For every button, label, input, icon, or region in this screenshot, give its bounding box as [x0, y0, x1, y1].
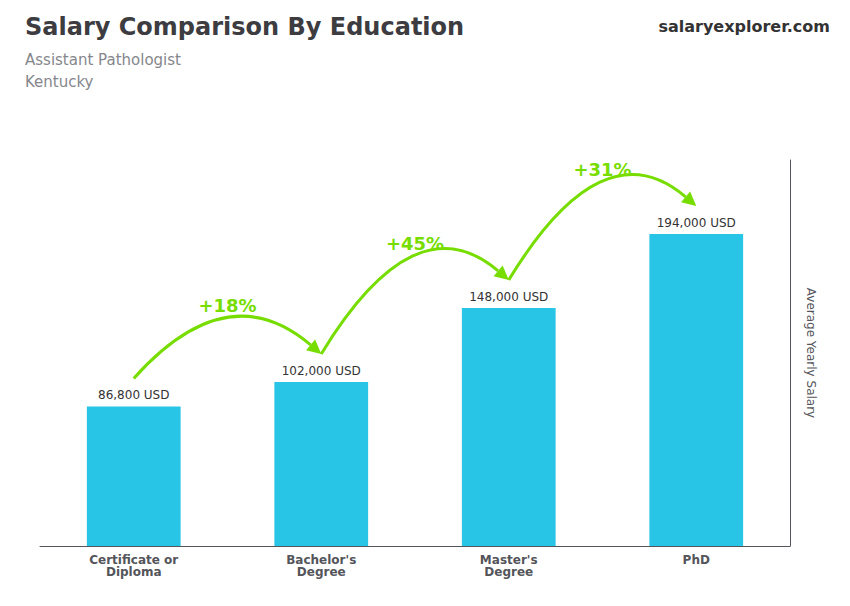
svg-text:Kentucky: Kentucky: [25, 73, 94, 91]
svg-text:Certificate or: Certificate or: [89, 553, 179, 567]
svg-text:Average Yearly Salary: Average Yearly Salary: [804, 288, 818, 418]
svg-text:salaryexplorer.com: salaryexplorer.com: [658, 17, 830, 36]
svg-text:+18%: +18%: [198, 295, 256, 316]
svg-text:PhD: PhD: [683, 553, 710, 567]
svg-text:Degree: Degree: [297, 565, 346, 579]
svg-text:194,000 USD: 194,000 USD: [657, 216, 736, 230]
svg-text:Master's: Master's: [479, 553, 538, 567]
svg-text:Bachelor's: Bachelor's: [286, 553, 357, 567]
svg-text:+45%: +45%: [386, 233, 444, 254]
svg-text:Degree: Degree: [484, 565, 533, 579]
svg-text:102,000 USD: 102,000 USD: [282, 364, 361, 378]
svg-text:Salary Comparison By Education: Salary Comparison By Education: [25, 13, 464, 41]
svg-text:Assistant Pathologist: Assistant Pathologist: [25, 51, 181, 69]
svg-text:148,000 USD: 148,000 USD: [469, 290, 548, 304]
svg-text:+31%: +31%: [573, 159, 631, 180]
svg-text:86,800 USD: 86,800 USD: [98, 388, 169, 402]
svg-text:Diploma: Diploma: [106, 565, 162, 579]
